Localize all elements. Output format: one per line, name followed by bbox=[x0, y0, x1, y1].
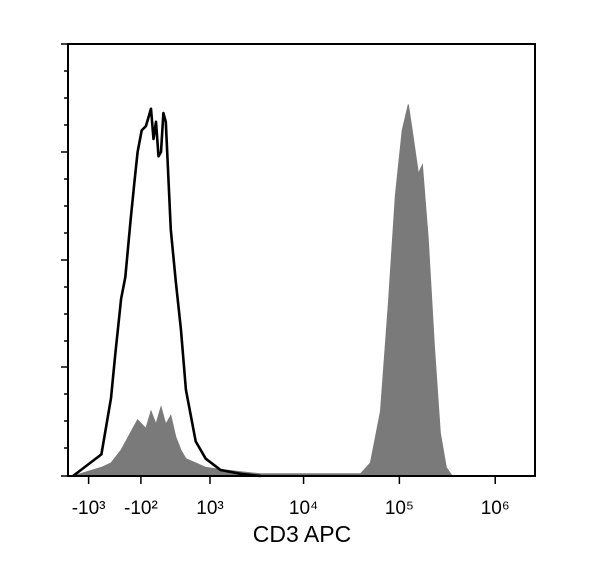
x-axis-title: CD3 APC bbox=[253, 521, 351, 547]
plot-frame bbox=[67, 43, 536, 477]
x-tick-label: 10⁵ bbox=[385, 498, 414, 519]
histogram-outline bbox=[72, 107, 261, 478]
x-tick-label: 10⁶ bbox=[481, 498, 510, 519]
x-tick-label: -10² bbox=[124, 498, 158, 519]
x-tick-label: 10⁴ bbox=[289, 498, 318, 519]
x-tick-label: 10³ bbox=[196, 498, 223, 519]
histogram-area bbox=[72, 104, 454, 477]
x-tick-label: -10³ bbox=[72, 498, 106, 519]
y-axis-ticks bbox=[61, 43, 68, 477]
